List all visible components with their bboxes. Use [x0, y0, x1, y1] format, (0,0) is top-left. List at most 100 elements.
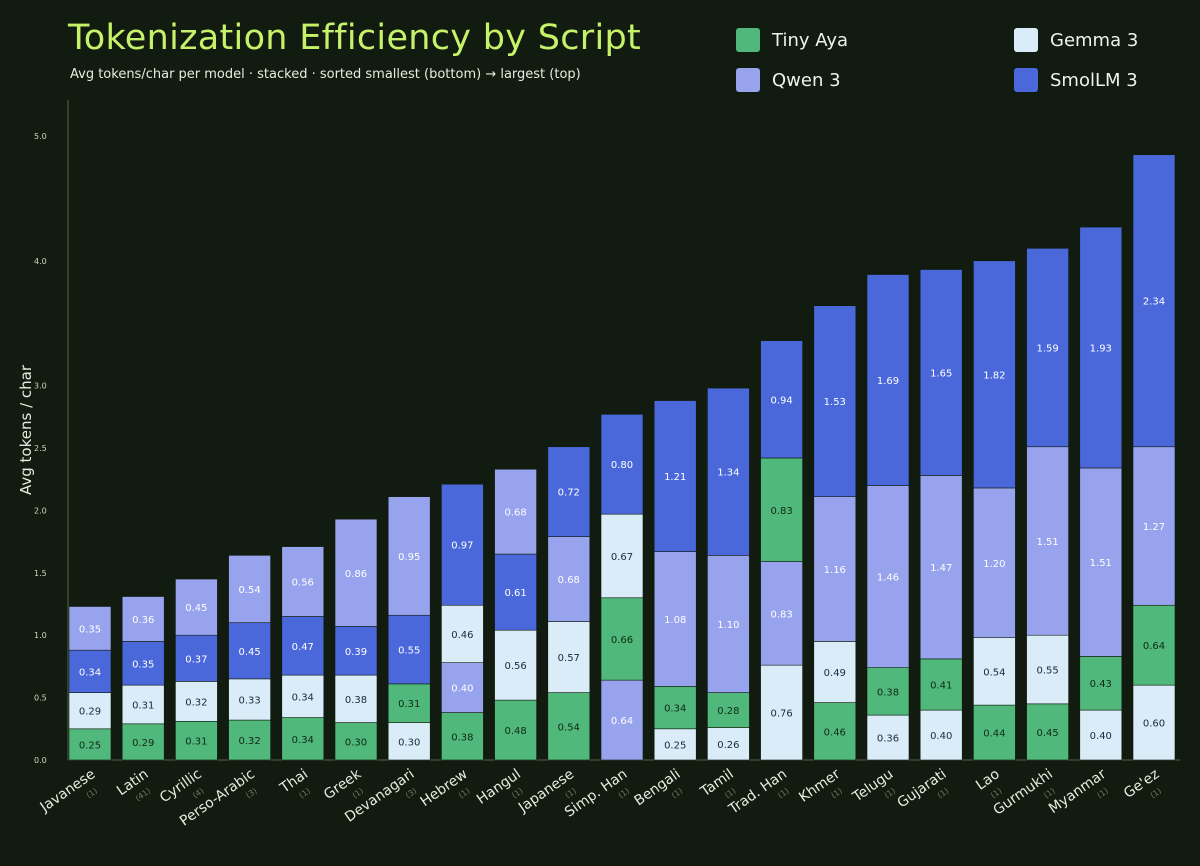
bar-segment-telugu-qwen-3	[866, 485, 910, 668]
bar-segment-tamil-tiny-aya	[707, 692, 750, 728]
data-label: 1.34	[717, 468, 739, 479]
data-label: 0.66	[611, 635, 633, 646]
data-label: 0.46	[824, 727, 846, 738]
data-label: 0.28	[717, 706, 739, 717]
bar-segment-tamil-gemma-3	[707, 727, 750, 761]
data-label: 1.51	[1090, 558, 1112, 569]
data-label: 1.51	[1036, 537, 1058, 548]
bar-segment-javanese-qwen-3	[68, 606, 112, 651]
y-tick-label: 2.5	[34, 444, 47, 453]
bar-segment-simp-han-gemma-3	[600, 513, 644, 599]
bar-segment-devanagari-smollm-3	[387, 614, 431, 685]
data-label: 0.54	[238, 585, 260, 596]
bar-segment-cyrillic-gemma-3	[175, 681, 218, 722]
bar-segment-perso-arabic-tiny-aya	[228, 719, 271, 761]
data-label: 0.31	[132, 700, 154, 711]
legend-label-tiny-aya: Tiny Aya	[772, 29, 848, 51]
x-tick-label-telugu: Telugu	[849, 766, 896, 806]
legend-label-gemma-3: Gemma 3	[1050, 29, 1139, 51]
bar-segment-khmer-tiny-aya	[813, 702, 857, 761]
data-label: 0.30	[345, 737, 367, 748]
x-tick-sublabel: (1)	[670, 786, 684, 800]
data-label: 0.38	[877, 687, 899, 698]
y-tick-label: 3.0	[34, 382, 47, 391]
bar-segment-gujarati-gemma-3	[919, 709, 963, 761]
bar-segment-khmer-gemma-3	[813, 641, 857, 703]
legend-item-qwen-3: Qwen 3	[736, 68, 841, 92]
bar-segment-tamil-qwen-3	[707, 555, 750, 693]
bar-segment-gujarati-smollm-3	[919, 269, 963, 476]
bar-segment-myanmar-gemma-3	[1079, 709, 1123, 761]
x-tick-sublabel: (1)	[829, 786, 843, 800]
x-tick-sublabel: (1)	[1149, 786, 1163, 800]
legend-label-smollm-3: SmolLM 3	[1050, 69, 1138, 91]
data-label: 1.46	[877, 573, 899, 584]
data-label: 0.25	[664, 740, 686, 751]
x-tick-sublabel: (1)	[297, 786, 311, 800]
bar-segment-bengali-smollm-3	[653, 400, 697, 552]
legend-item-gemma-3: Gemma 3	[1014, 28, 1138, 52]
bar-segment-ge-ez-qwen-3	[1132, 446, 1176, 606]
bar-segment-ge-ez-gemma-3	[1132, 684, 1176, 761]
data-label: 0.95	[398, 552, 420, 563]
x-tick-sublabel: (3)	[404, 786, 418, 800]
data-label: 0.56	[504, 661, 526, 672]
bar-segment-latin-gemma-3	[121, 684, 165, 725]
bar-segment-hangul-tiny-aya	[494, 699, 537, 761]
x-tick-sublabel: (1)	[936, 786, 950, 800]
y-axis-label: Avg tokens / char	[17, 364, 35, 495]
data-label: 0.40	[451, 684, 473, 695]
bar-segment-lao-qwen-3	[973, 487, 1016, 638]
data-label: 1.20	[983, 559, 1005, 570]
data-label: 0.25	[79, 740, 101, 751]
y-tick-label: 0.0	[34, 756, 47, 765]
bar-segment-japanese-gemma-3	[547, 621, 591, 693]
bar-segment-ge-ez-smollm-3	[1132, 154, 1176, 448]
bar-segment-thai-qwen-3	[281, 546, 325, 617]
data-label: 0.34	[79, 667, 101, 678]
bar-segment-trad-han-smollm-3	[760, 340, 803, 459]
bar-segment-perso-arabic-smollm-3	[228, 622, 271, 680]
bar-segment-trad-han-gemma-3	[760, 664, 803, 761]
data-label: 0.38	[345, 695, 367, 706]
bar-segment-trad-han-tiny-aya	[760, 457, 803, 562]
data-label: 0.39	[345, 647, 367, 658]
data-label: 1.27	[1143, 522, 1165, 533]
bar-segment-telugu-gemma-3	[866, 714, 910, 761]
data-label: 0.37	[185, 654, 207, 665]
data-label: 0.47	[292, 642, 314, 653]
bar-segment-hangul-gemma-3	[494, 629, 537, 701]
y-tick-label: 1.0	[34, 631, 47, 640]
data-label: 0.76	[770, 709, 792, 720]
data-label: 1.08	[664, 615, 686, 626]
data-label: 0.60	[1143, 719, 1165, 730]
data-label: 0.54	[558, 722, 580, 733]
data-label: 0.72	[558, 488, 580, 499]
bar-segment-lao-tiny-aya	[973, 704, 1016, 761]
bar-segment-gujarati-qwen-3	[919, 475, 963, 660]
bar-segment-myanmar-qwen-3	[1079, 467, 1123, 657]
chart-title: Tokenization Efficiency by Script	[68, 18, 642, 58]
bar-segment-myanmar-smollm-3	[1079, 226, 1123, 469]
bar-segment-ge-ez-tiny-aya	[1132, 604, 1176, 686]
data-label: 0.68	[558, 575, 580, 586]
data-label: 0.32	[238, 736, 260, 747]
bar-segment-simp-han-qwen-3	[600, 679, 644, 761]
data-label: 2.34	[1143, 297, 1165, 308]
bar-segment-devanagari-gemma-3	[387, 722, 431, 761]
bar-segment-latin-tiny-aya	[121, 723, 165, 761]
x-tick-sublabel: (3)	[244, 786, 258, 800]
legend-swatch-qwen-3	[736, 68, 760, 92]
data-label: 1.59	[1036, 344, 1058, 355]
data-label: 0.68	[504, 508, 526, 519]
data-label: 0.36	[877, 734, 899, 745]
data-label: 0.64	[611, 716, 633, 727]
data-label: 0.57	[558, 653, 580, 664]
data-label: 0.31	[398, 699, 420, 710]
data-label: 0.61	[504, 588, 526, 599]
bar-segment-greek-qwen-3	[334, 518, 378, 627]
data-label: 1.69	[877, 376, 899, 387]
bar-segment-lao-smollm-3	[973, 260, 1016, 489]
data-label: 0.46	[451, 630, 473, 641]
legend-item-smollm-3: SmolLM 3	[1014, 68, 1138, 92]
